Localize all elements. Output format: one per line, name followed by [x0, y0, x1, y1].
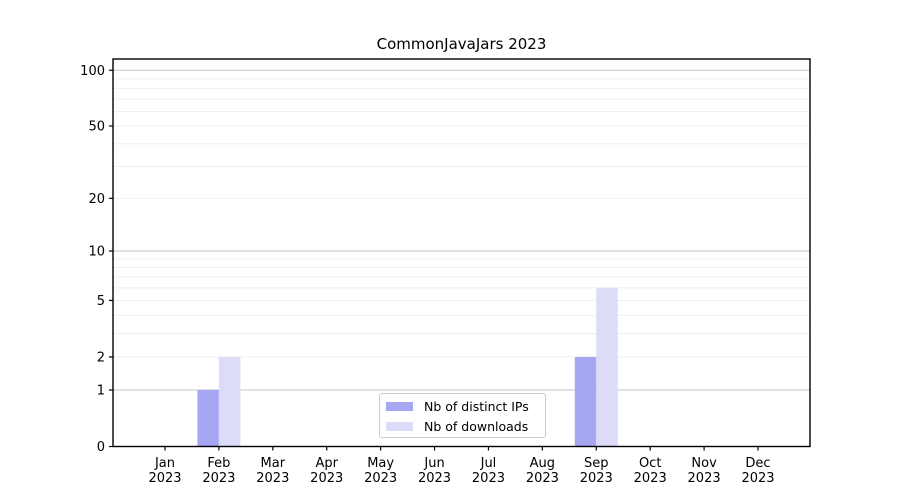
x-tick-label-month: May: [367, 456, 394, 471]
x-tick-label-year: 2023: [148, 471, 181, 486]
legend: Nb of distinct IPs Nb of downloads: [379, 393, 546, 438]
x-tick-label-year: 2023: [580, 471, 613, 486]
x-tick-label-month: Jan: [154, 456, 175, 471]
x-tick-label-year: 2023: [202, 471, 235, 486]
legend-item-downloads: Nb of downloads: [386, 416, 539, 436]
y-tick-label: 100: [80, 64, 105, 79]
x-tick-label-year: 2023: [310, 471, 343, 486]
x-tick-label-year: 2023: [526, 471, 559, 486]
legend-swatch-distinct-ips: [386, 401, 413, 411]
x-tick-label-year: 2023: [364, 471, 397, 486]
y-tick-label: 10: [88, 245, 105, 260]
legend-item-distinct-ips: Nb of distinct IPs: [386, 396, 539, 416]
x-tick-label-month: Aug: [530, 456, 555, 471]
y-tick-label: 5: [97, 294, 105, 309]
x-tick-label-month: Feb: [207, 456, 230, 471]
y-tick-label: 0: [97, 440, 105, 455]
legend-swatch-downloads: [386, 421, 413, 431]
y-tick-label: 2: [97, 350, 105, 365]
x-tick-label-year: 2023: [634, 471, 667, 486]
bar-downloads-feb: [218, 356, 241, 447]
axes-spines: [112, 58, 811, 448]
x-tick-label-month: Jul: [480, 456, 497, 471]
y-tick-label: 50: [88, 119, 105, 134]
legend-label-downloads: Nb of downloads: [424, 418, 529, 434]
x-tick-label-month: Jun: [423, 456, 444, 471]
x-tick-label-month: Oct: [639, 456, 661, 471]
x-tick-label-month: Sep: [584, 456, 609, 471]
y-tick-label: 1: [97, 383, 105, 398]
bar-downloads-sep: [596, 287, 618, 447]
legend-label-distinct-ips: Nb of distinct IPs: [424, 398, 529, 414]
x-tick-label-month: Nov: [691, 456, 717, 471]
x-tick-label-month: Dec: [745, 456, 770, 471]
bar-distinct-ips-sep: [574, 356, 597, 447]
x-tick-label-year: 2023: [256, 471, 289, 486]
plot-background: [113, 59, 810, 447]
x-tick-label-month: Apr: [315, 456, 338, 471]
x-tick-label-year: 2023: [418, 471, 451, 486]
x-tick-label-year: 2023: [688, 471, 721, 486]
x-tick-label-year: 2023: [472, 471, 505, 486]
x-tick-label-month: Mar: [261, 456, 286, 471]
bar-distinct-ips-feb: [197, 389, 219, 447]
x-tick-label-year: 2023: [741, 471, 774, 486]
y-tick-label: 20: [88, 192, 105, 207]
chart-title: CommonJavaJars 2023: [376, 35, 547, 53]
